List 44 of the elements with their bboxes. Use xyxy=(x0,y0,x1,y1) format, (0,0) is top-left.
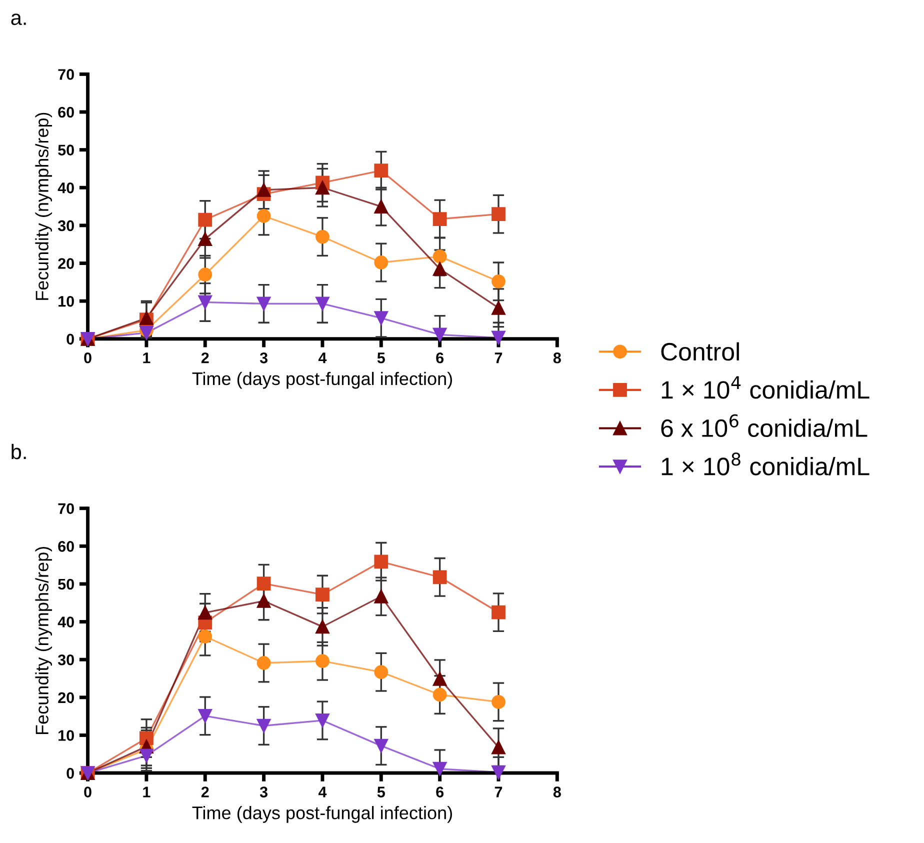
chart-title: b. xyxy=(12,444,26,460)
y-tick-label: 40 xyxy=(58,616,74,628)
x-tick-label: 6 xyxy=(436,786,444,798)
x-tick-label: 5 xyxy=(377,352,385,364)
x-tick-label: 0 xyxy=(84,786,92,798)
x-tick-label: 5 xyxy=(377,786,385,798)
x-tick-label: 1 xyxy=(143,786,150,798)
x-tick-label: 8 xyxy=(553,352,561,364)
x-tick-label: 7 xyxy=(494,352,502,364)
legend-label: Control xyxy=(661,342,739,361)
x-axis-title: Time (days post-fungal infection) xyxy=(192,372,452,389)
x-tick-label: 1 xyxy=(143,352,150,364)
y-tick-label: 10 xyxy=(58,730,74,741)
x-tick-label: 8 xyxy=(553,786,561,798)
y-tick-label: 50 xyxy=(58,578,74,590)
x-tick-label: 2 xyxy=(201,786,209,798)
x-tick-label: 4 xyxy=(318,786,327,798)
y-tick-label: 10 xyxy=(58,296,74,307)
y-tick-label: 70 xyxy=(58,503,74,514)
chart-title: a. xyxy=(11,14,26,26)
y-tick-label: 0 xyxy=(66,768,74,779)
y-tick-label: 0 xyxy=(66,334,74,345)
legend-label: 1 × 10$^{4}$ conidia/mL xyxy=(662,376,870,399)
x-tick-label: 0 xyxy=(84,352,92,364)
x-tick-label: 4 xyxy=(318,352,327,364)
y-tick-label: 30 xyxy=(58,654,74,666)
legend-label: 1 × 10$^{8}$ conidia/mL xyxy=(662,452,870,476)
y-tick-label: 60 xyxy=(58,106,74,118)
y-tick-label: 30 xyxy=(58,220,74,232)
x-tick-label: 7 xyxy=(494,786,502,798)
x-tick-label: 3 xyxy=(260,786,268,798)
legend-label: 6 x 10$^{6}$ conidia/mL xyxy=(661,414,868,438)
y-tick-label: 70 xyxy=(58,69,74,80)
y-tick-label: 20 xyxy=(58,692,74,704)
x-tick-label: 2 xyxy=(201,352,209,364)
y-tick-label: 50 xyxy=(58,144,74,156)
y-tick-label: 20 xyxy=(58,258,74,269)
x-tick-label: 3 xyxy=(260,352,268,364)
x-tick-label: 6 xyxy=(436,352,444,364)
x-axis-title: Time (days post-fungal infection) xyxy=(192,806,452,823)
y-tick-label: 40 xyxy=(58,182,74,194)
y-axis-title: Fecundity (nymphs/rep) xyxy=(35,546,52,734)
y-tick-label: 60 xyxy=(58,541,74,552)
y-axis-title: Fecundity (nymphs/rep) xyxy=(35,112,52,300)
